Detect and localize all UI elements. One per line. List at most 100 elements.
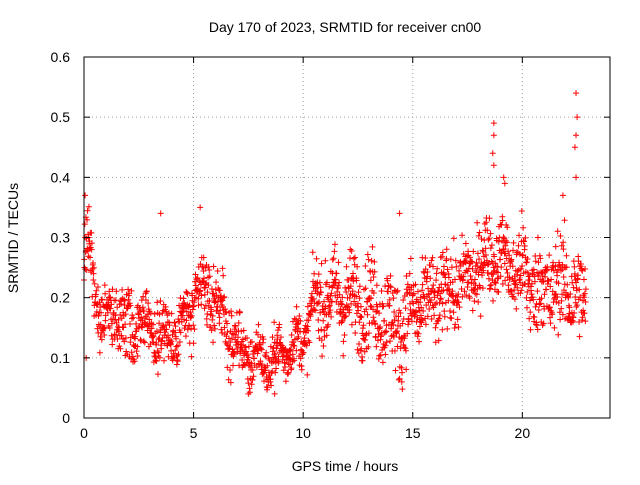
data-point (495, 289, 502, 296)
data-point (153, 328, 160, 335)
data-point (346, 306, 353, 313)
data-point (156, 320, 163, 327)
data-point (535, 259, 542, 266)
data-point (556, 309, 563, 316)
data-point (418, 304, 425, 311)
data-point (358, 345, 365, 352)
data-point (328, 298, 335, 305)
data-point (162, 303, 169, 310)
data-point (324, 292, 331, 299)
data-point (304, 303, 311, 310)
data-point (458, 285, 465, 292)
data-point (537, 255, 544, 262)
data-point (107, 305, 114, 312)
data-point (138, 314, 145, 321)
data-point (498, 264, 505, 271)
data-point (194, 274, 201, 281)
data-point (552, 263, 559, 270)
data-point (172, 323, 179, 330)
data-point (362, 332, 369, 339)
data-point (531, 278, 538, 285)
data-point (168, 338, 175, 345)
data-point (106, 325, 113, 332)
data-point (477, 313, 484, 320)
data-point (390, 295, 397, 302)
data-point (515, 242, 522, 249)
data-point (550, 267, 557, 274)
data-point (175, 351, 182, 358)
data-point (328, 313, 335, 320)
data-point (497, 256, 504, 263)
data-point (546, 304, 553, 311)
data-point (108, 332, 115, 339)
data-point (143, 288, 150, 295)
data-point (485, 269, 492, 276)
data-point (348, 321, 355, 328)
data-point (214, 304, 221, 311)
data-point (444, 266, 451, 273)
data-point (132, 333, 139, 340)
data-point (524, 256, 531, 263)
data-point (359, 325, 366, 332)
data-point (465, 279, 472, 286)
data-point (134, 343, 141, 350)
data-point (148, 325, 155, 332)
data-point (569, 313, 576, 320)
data-point (455, 324, 462, 331)
data-point (372, 334, 379, 341)
data-point (571, 270, 578, 277)
data-point (560, 273, 567, 280)
data-point (470, 248, 477, 255)
data-point (320, 317, 327, 324)
data-point (471, 298, 478, 305)
data-point (362, 285, 369, 292)
data-point (296, 312, 303, 319)
data-point (441, 313, 448, 320)
data-point (209, 312, 216, 319)
data-point (204, 321, 211, 328)
data-point (498, 249, 505, 256)
data-point (504, 224, 511, 231)
data-point (224, 364, 231, 371)
data-point (209, 316, 216, 323)
data-point (137, 336, 144, 343)
data-point (352, 330, 359, 337)
data-point (208, 286, 215, 293)
data-point (248, 381, 255, 388)
data-point (443, 246, 450, 253)
data-point (96, 349, 103, 356)
data-point (216, 287, 223, 294)
data-point (191, 299, 198, 306)
data-point (513, 305, 520, 312)
y-axis-label: SRMTID / TECUs (5, 183, 21, 293)
data-point (394, 287, 401, 294)
data-point (369, 243, 376, 250)
y-tick-label: 0.1 (51, 350, 71, 366)
data-point (486, 235, 493, 242)
data-point (284, 371, 291, 378)
data-point (139, 304, 146, 311)
data-point (275, 358, 282, 365)
data-point (492, 280, 499, 287)
data-point (461, 288, 468, 295)
data-point (315, 327, 322, 334)
data-point (186, 302, 193, 309)
data-point (354, 300, 361, 307)
data-point (113, 288, 120, 295)
data-point (522, 234, 529, 241)
data-point (432, 324, 439, 331)
data-point (282, 363, 289, 370)
data-point (349, 288, 356, 295)
data-point (471, 276, 478, 283)
data-point (581, 294, 588, 301)
data-point (133, 328, 140, 335)
data-point (494, 269, 501, 276)
data-point (234, 348, 241, 355)
data-point (378, 287, 385, 294)
data-point (273, 345, 280, 352)
data-point (309, 249, 316, 256)
data-point (382, 351, 389, 358)
data-point (123, 348, 130, 355)
data-point (444, 325, 451, 332)
data-point (399, 369, 406, 376)
